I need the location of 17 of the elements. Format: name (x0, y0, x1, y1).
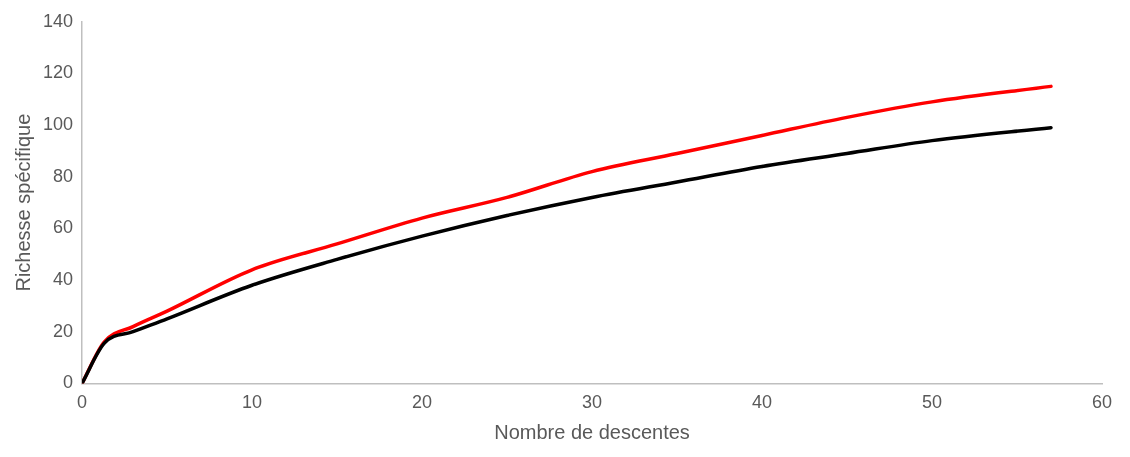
y-tick-label: 100 (42, 114, 74, 135)
x-tick-label: 10 (242, 392, 263, 413)
x-tick-label: 0 (77, 392, 88, 413)
x-tick-label: 50 (921, 392, 943, 413)
x-tick-label: 60 (1091, 392, 1113, 413)
x-axis-title: Nombre de descentes (494, 420, 690, 443)
y-tick-label: 20 (53, 320, 74, 341)
y-tick-label: 140 (42, 10, 74, 31)
x-tick-label: 40 (752, 392, 773, 413)
y-tick-label: 80 (53, 165, 74, 186)
x-tick-label: 30 (582, 392, 603, 413)
y-tick-label: 40 (53, 269, 74, 290)
y-tick-label: 0 (63, 372, 74, 393)
y-tick-label: 60 (53, 217, 74, 238)
y-axis-title: Richesse spécifique (11, 113, 34, 292)
x-tick-label: 20 (412, 392, 433, 413)
y-tick-label: 120 (42, 62, 74, 83)
